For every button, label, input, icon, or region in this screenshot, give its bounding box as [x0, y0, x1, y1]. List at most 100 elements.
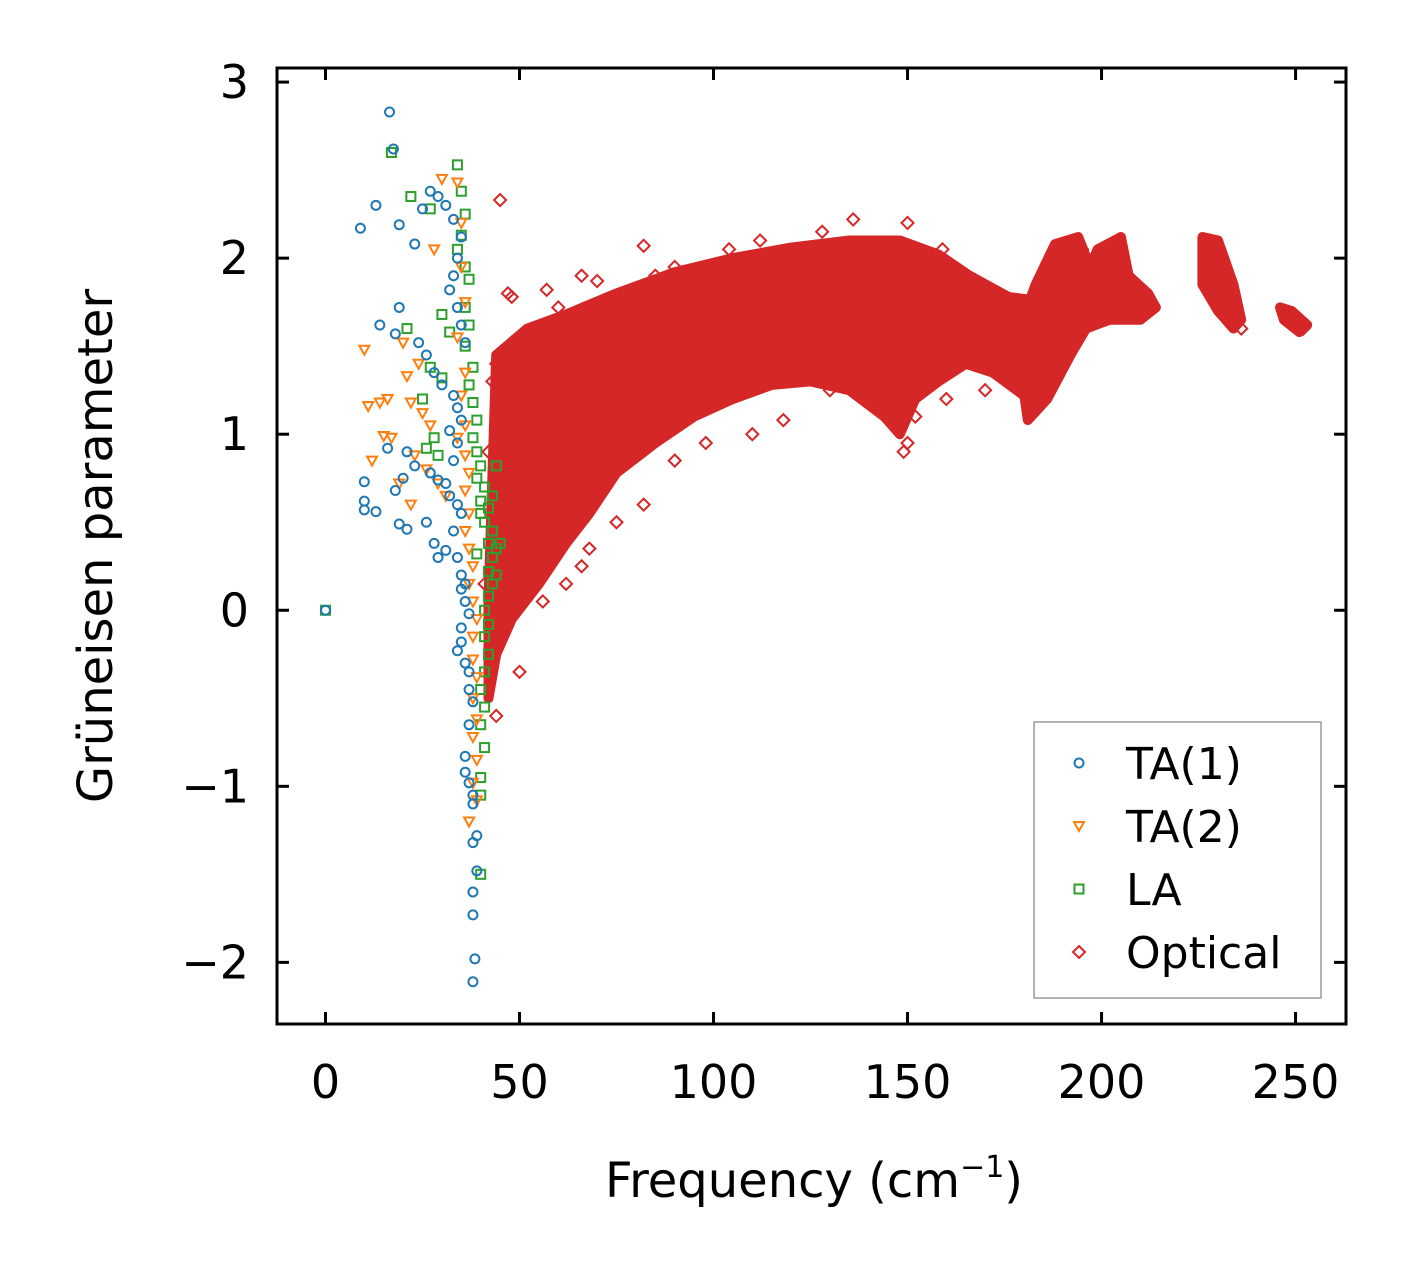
ta-1-point — [451, 645, 463, 657]
ta-1-point — [424, 185, 436, 197]
ta-1-point — [455, 636, 467, 648]
ta-1-point — [358, 504, 370, 516]
ta-1-point — [471, 865, 483, 877]
x-axis-label: Frequency (cm−1) — [605, 1150, 1023, 1209]
ta-1-point — [451, 437, 463, 449]
la-point — [471, 446, 483, 458]
ta-2-point — [454, 261, 469, 275]
ta-2-point — [466, 631, 480, 644]
optical-point — [744, 426, 760, 442]
ta-1-point — [463, 666, 475, 678]
ta-1-point — [444, 490, 456, 502]
ta-1-point — [455, 414, 467, 426]
ta-1-point — [401, 523, 413, 535]
ta-1-point — [382, 442, 394, 454]
optical-dense-band-2 — [1011, 232, 1161, 426]
ta-2-point — [384, 432, 399, 445]
optical-dense-band-1 — [483, 235, 1068, 704]
ta-1-point — [448, 455, 460, 467]
ta-1-point — [389, 485, 401, 497]
la-point — [467, 397, 479, 409]
ta-1-point — [451, 551, 463, 563]
ta-2-point — [450, 177, 465, 190]
optical-point — [519, 576, 535, 592]
optical-point — [1288, 312, 1303, 328]
optical-point — [531, 338, 547, 354]
ta-2-point — [466, 654, 480, 667]
ta-1-point — [413, 337, 425, 349]
optical-point — [500, 611, 516, 627]
optical-point — [977, 382, 993, 398]
legend-marker-ta-1 — [1073, 757, 1085, 769]
ta-2-point — [458, 485, 472, 498]
ta-1-point — [455, 231, 467, 243]
optical-point — [997, 294, 1012, 310]
optical-point — [566, 317, 582, 333]
optical-point — [550, 300, 566, 315]
la-point — [479, 701, 491, 713]
optical-point — [1202, 233, 1218, 248]
la-point — [463, 319, 475, 331]
legend-label-optical: Optical — [1126, 928, 1281, 979]
ta-1-point — [467, 909, 479, 921]
y-tick-label: 1 — [220, 407, 249, 461]
ta-2-point — [470, 614, 484, 627]
optical-point — [589, 324, 605, 340]
ta-2-point — [365, 455, 379, 468]
optical-point — [612, 294, 628, 310]
x-tick-label: 200 — [1058, 1055, 1146, 1109]
la-point — [475, 507, 487, 519]
x-tick-label: 0 — [311, 1055, 340, 1109]
ta-1-point — [448, 525, 460, 537]
optical-point — [647, 268, 663, 284]
ta-2-point — [466, 561, 480, 574]
la-point — [417, 393, 429, 405]
ta-1-point — [463, 777, 475, 789]
optical-point — [1016, 373, 1032, 389]
ta-1-point — [387, 143, 399, 155]
ta-2-point — [435, 173, 449, 186]
la-point — [486, 551, 498, 563]
tick-layer: 0 50 100 150 200 250 −2 −1 0 1 2 3 — [181, 55, 1346, 1109]
optical-point — [581, 541, 597, 557]
ta-2-point — [462, 578, 476, 591]
ta-2-point — [458, 367, 472, 380]
ta-1-point — [455, 583, 467, 595]
data-layer — [320, 106, 1313, 988]
la-point — [436, 372, 448, 384]
ta-1-point — [459, 657, 471, 669]
ta-2-point — [454, 217, 469, 230]
ta-1-point — [451, 499, 463, 511]
ta-1-point — [463, 608, 475, 620]
optical-point — [574, 268, 590, 284]
optical-point — [512, 664, 527, 680]
optical-point — [752, 233, 768, 248]
optical-point — [628, 285, 644, 301]
legend-label-ta-2: TA(2) — [1125, 802, 1242, 853]
ta-1-point — [459, 595, 471, 607]
ta-2-point — [400, 371, 414, 384]
optical-point — [814, 224, 830, 240]
y-tick-label: 0 — [220, 583, 249, 637]
legend-box — [1033, 721, 1322, 999]
ta-1-point — [444, 284, 456, 296]
la-point — [405, 191, 417, 203]
ta-1-point — [397, 472, 409, 484]
optical-point — [938, 391, 954, 407]
la-point — [479, 481, 491, 493]
ta-2-point — [411, 358, 426, 371]
optical-point — [539, 282, 555, 298]
ta-1-point — [389, 328, 401, 340]
ta-1-point — [451, 402, 463, 414]
optical-point — [550, 338, 566, 354]
ta-1-point — [455, 507, 467, 519]
optical-point — [589, 273, 605, 289]
ta-1-point — [440, 199, 452, 211]
ta-2-point — [450, 332, 465, 345]
la-point — [482, 618, 494, 630]
ta-2-point — [415, 408, 430, 421]
la-point — [479, 631, 491, 643]
ta-2-point — [419, 464, 434, 477]
ta-1-point — [463, 719, 475, 731]
